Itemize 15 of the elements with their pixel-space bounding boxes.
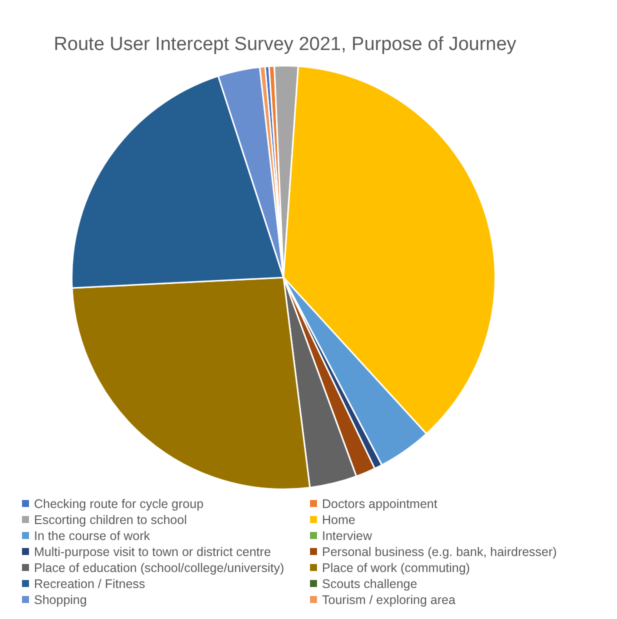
- legend-label: In the course of work: [34, 528, 150, 542]
- legend-label: Personal business (e.g. bank, hairdresser): [322, 544, 557, 558]
- legend-label: Home: [322, 512, 356, 526]
- legend-label: Place of education (school/college/university): [34, 560, 284, 574]
- chart-title: Route User Intercept Survey 2021, Purpose of Journey: [52, 34, 518, 56]
- legend-label: Shopping: [34, 592, 87, 606]
- legend-label: Escorting children to school: [34, 512, 187, 526]
- legend-label: Tourism / exploring area: [322, 592, 456, 606]
- legend-label: Interview: [322, 528, 372, 542]
- legend-label: Recreation / Fitness: [34, 576, 146, 590]
- legend-label: Scouts challenge: [322, 576, 418, 590]
- legend-label: Doctors appointment: [322, 496, 438, 510]
- legend-label: Checking route for cycle group: [34, 496, 204, 510]
- legend-label: Multi-purpose visit to town or district centre: [34, 544, 271, 558]
- legend-label: Place of work (commuting): [322, 560, 470, 574]
